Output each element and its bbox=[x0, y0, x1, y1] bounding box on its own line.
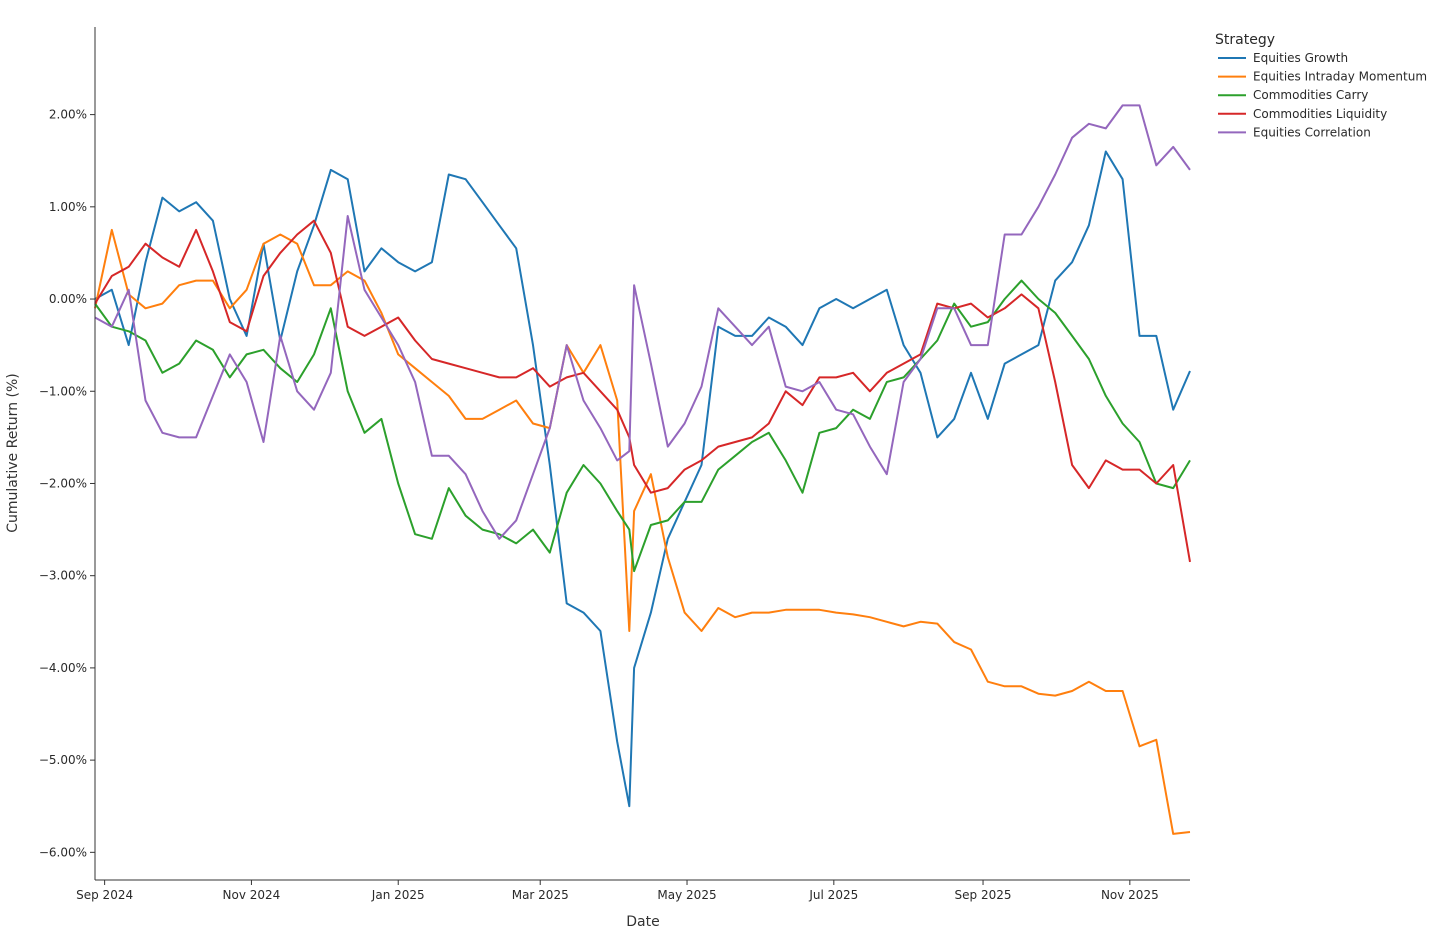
series-line-commodities-carry bbox=[94, 279, 1191, 573]
y-tick-label: 1.00% bbox=[49, 200, 87, 214]
series-lines bbox=[94, 104, 1191, 835]
y-axis-ticks: 2.00% 1.00% 0.00% −1.00% −2.00% −3.00% −4.00% −… bbox=[39, 108, 95, 859]
y-tick-label: −2.00% bbox=[39, 476, 87, 490]
x-tick-label: May 2025 bbox=[657, 888, 716, 902]
x-tick-label: Nov 2024 bbox=[223, 888, 281, 902]
series-line-equities-correlation bbox=[94, 104, 1191, 540]
x-tick-label: Nov 2025 bbox=[1101, 888, 1159, 902]
legend-item-equities-correlation[interactable]: Equities Correlation bbox=[1218, 125, 1371, 139]
legend: Strategy Equities Growth Equities Intrada… bbox=[1215, 32, 1427, 139]
x-tick-label: Sep 2024 bbox=[76, 888, 133, 902]
legend-label: Equities Intraday Momentum bbox=[1253, 70, 1427, 84]
y-tick-label: −5.00% bbox=[39, 753, 87, 767]
y-tick-label: −1.00% bbox=[39, 384, 87, 398]
y-tick-label: −4.00% bbox=[39, 661, 87, 675]
legend-label: Commodities Carry bbox=[1253, 88, 1368, 102]
y-tick-label: −6.00% bbox=[39, 845, 87, 859]
x-axis-title: Date bbox=[626, 914, 659, 930]
x-tick-label: Jul 2025 bbox=[808, 888, 858, 902]
legend-label: Commodities Liquidity bbox=[1253, 107, 1387, 121]
legend-label: Equities Growth bbox=[1253, 51, 1348, 65]
legend-item-commodities-carry[interactable]: Commodities Carry bbox=[1218, 88, 1368, 102]
series-line-equities-intraday-momentum bbox=[94, 228, 1191, 835]
x-tick-label: Jan 2025 bbox=[371, 888, 425, 902]
x-tick-label: Sep 2025 bbox=[955, 888, 1012, 902]
x-axis-ticks: Sep 2024 Nov 2024 Jan 2025 Mar 2025 May 2025… bbox=[76, 880, 1159, 902]
legend-item-commodities-liquidity[interactable]: Commodities Liquidity bbox=[1218, 107, 1387, 121]
y-tick-label: 2.00% bbox=[49, 108, 87, 122]
legend-label: Equities Correlation bbox=[1253, 125, 1371, 139]
legend-item-equities-growth[interactable]: Equities Growth bbox=[1218, 51, 1348, 65]
y-tick-label: 0.00% bbox=[49, 292, 87, 306]
legend-title: Strategy bbox=[1215, 32, 1275, 48]
legend-item-equities-intraday-momentum[interactable]: Equities Intraday Momentum bbox=[1218, 70, 1427, 84]
series-line-commodities-liquidity bbox=[94, 219, 1191, 563]
y-tick-label: −3.00% bbox=[39, 569, 87, 583]
x-tick-label: Mar 2025 bbox=[512, 888, 569, 902]
y-axis-title: Cumulative Return (%) bbox=[5, 373, 21, 533]
